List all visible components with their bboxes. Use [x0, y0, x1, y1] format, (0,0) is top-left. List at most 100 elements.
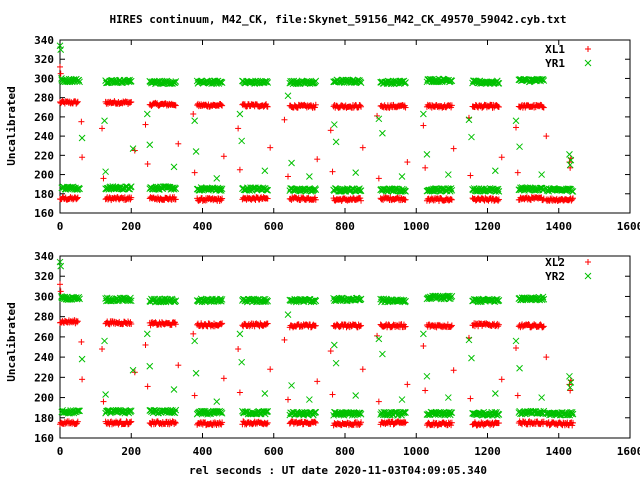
data-point — [75, 76, 83, 84]
bottom-x-tick-label: 800 — [335, 445, 355, 458]
data-point — [516, 143, 523, 151]
data-point — [379, 129, 386, 137]
top-x-tick-label: 1400 — [546, 220, 573, 233]
data-point — [312, 101, 319, 108]
data-point — [57, 46, 65, 53]
data-point — [146, 141, 154, 149]
top-legend-marker-yr1 — [584, 59, 592, 67]
top-x-tick-label: 400 — [193, 220, 213, 233]
bottom-x-tick-label: 400 — [193, 445, 213, 458]
data-point — [402, 196, 409, 203]
data-point — [146, 362, 154, 370]
top-x-tick-label: 1200 — [474, 220, 501, 233]
data-point — [467, 172, 474, 179]
data-point — [329, 391, 336, 398]
top-x-tick-label: 600 — [264, 220, 284, 233]
data-point — [359, 144, 366, 151]
bottom-x-tick-label: 600 — [264, 445, 284, 458]
data-point — [329, 168, 336, 175]
data-point — [543, 133, 550, 140]
data-point — [538, 171, 546, 178]
data-point — [539, 197, 546, 204]
data-point — [236, 166, 243, 173]
data-point — [236, 389, 243, 396]
data-point — [100, 175, 107, 182]
data-point — [330, 121, 338, 128]
data-point — [359, 366, 366, 373]
data-point — [467, 395, 474, 402]
data-point — [538, 394, 546, 401]
data-point — [267, 366, 274, 373]
top-x-tick-label: 0 — [57, 220, 64, 233]
data-point — [569, 196, 576, 203]
top-x-tick-label: 1600 — [617, 220, 640, 233]
data-point — [218, 185, 226, 193]
bottom-legend-label-yr2: YR2 — [545, 270, 565, 283]
data-point — [422, 387, 429, 394]
data-point — [491, 167, 499, 175]
data-point — [191, 117, 199, 125]
data-point — [420, 122, 427, 129]
data-point — [358, 103, 365, 110]
data-point — [357, 102, 364, 109]
data-point — [57, 262, 65, 270]
bottom-y-tick-label: 160 — [34, 432, 54, 445]
data-point — [218, 79, 226, 87]
data-point — [495, 196, 502, 203]
data-point — [314, 156, 321, 163]
data-point — [57, 63, 63, 70]
data-point — [566, 151, 573, 158]
data-point — [128, 194, 135, 201]
data-point — [191, 392, 198, 399]
data-point — [450, 367, 457, 374]
data-point — [101, 117, 108, 125]
data-point — [217, 185, 224, 193]
bottom-x-tick-label: 1600 — [617, 445, 640, 458]
top-y-tick-label: 160 — [34, 207, 54, 220]
data-point — [261, 167, 269, 175]
data-point — [288, 159, 295, 167]
data-point — [422, 164, 429, 171]
data-point — [78, 338, 85, 345]
data-point — [285, 173, 291, 180]
data-point — [57, 70, 64, 77]
data-point — [284, 311, 292, 318]
top-y-tick-label: 320 — [34, 53, 54, 66]
top-y-tick-label: 180 — [34, 188, 54, 201]
top-x-tick-label: 200 — [121, 220, 141, 233]
data-point — [128, 98, 135, 105]
data-point — [540, 104, 547, 111]
data-point — [127, 77, 135, 85]
data-point — [74, 194, 81, 201]
data-point — [144, 160, 151, 167]
bottom-legend-marker-yr2 — [584, 272, 592, 280]
data-point — [191, 337, 199, 345]
data-point — [172, 185, 180, 193]
top-legend-label-xl1: XL1 — [545, 43, 565, 56]
bottom-y-tick-label: 180 — [34, 412, 54, 425]
top-x-tick-label: 800 — [335, 220, 355, 233]
data-point — [125, 78, 133, 85]
data-point — [264, 186, 272, 194]
data-point — [235, 125, 242, 132]
data-point — [516, 364, 523, 372]
data-point — [235, 346, 242, 353]
data-point — [102, 168, 109, 176]
data-point — [311, 104, 318, 111]
data-point — [423, 151, 431, 158]
data-point — [444, 394, 452, 401]
data-point — [375, 335, 383, 343]
data-point — [143, 330, 151, 338]
data-point — [172, 196, 179, 203]
data-point — [314, 378, 321, 385]
data-point — [76, 185, 83, 193]
data-point — [513, 345, 519, 352]
top-panel-y-axis-label: Uncalibrated — [5, 86, 18, 165]
data-point — [143, 110, 151, 118]
top-y-tick-label: 220 — [34, 149, 54, 162]
bottom-legend-label-xl2: XL2 — [545, 256, 565, 269]
bottom-y-tick-label: 300 — [34, 290, 54, 303]
data-point — [100, 398, 107, 405]
data-point — [220, 153, 227, 160]
